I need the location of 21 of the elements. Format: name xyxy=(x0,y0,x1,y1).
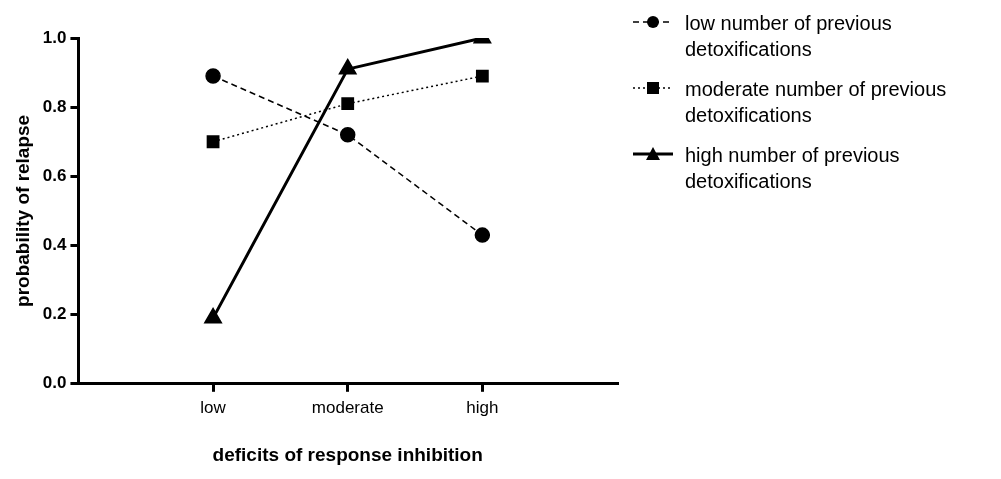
point xyxy=(475,69,489,83)
point xyxy=(341,97,355,111)
y-tick-label: 1.0 xyxy=(42,27,67,47)
legend-label: high number of previous detoxifications xyxy=(685,143,901,194)
point xyxy=(206,135,220,149)
x-tick-label: moderate xyxy=(311,397,384,417)
point xyxy=(204,308,222,324)
x-axis-title: deficits of response inhibition xyxy=(212,443,483,465)
legend-label: moderate number of previous detoxifications xyxy=(685,77,948,128)
legend-label: low number of previous detoxifications xyxy=(685,11,893,62)
x-tick-label: high xyxy=(466,397,499,417)
point xyxy=(474,227,491,243)
y-tick-label: 0.2 xyxy=(42,304,67,324)
y-tick-label: 0.0 xyxy=(42,373,67,393)
y-tick-label: 0.8 xyxy=(42,96,67,116)
y-axis-title: probability of relapse xyxy=(11,114,33,307)
y-tick-label: 0.6 xyxy=(42,166,67,186)
point xyxy=(205,68,221,84)
y-tick-label: 0.4 xyxy=(42,235,67,255)
point xyxy=(339,127,356,143)
x-tick-label: low xyxy=(200,397,227,417)
